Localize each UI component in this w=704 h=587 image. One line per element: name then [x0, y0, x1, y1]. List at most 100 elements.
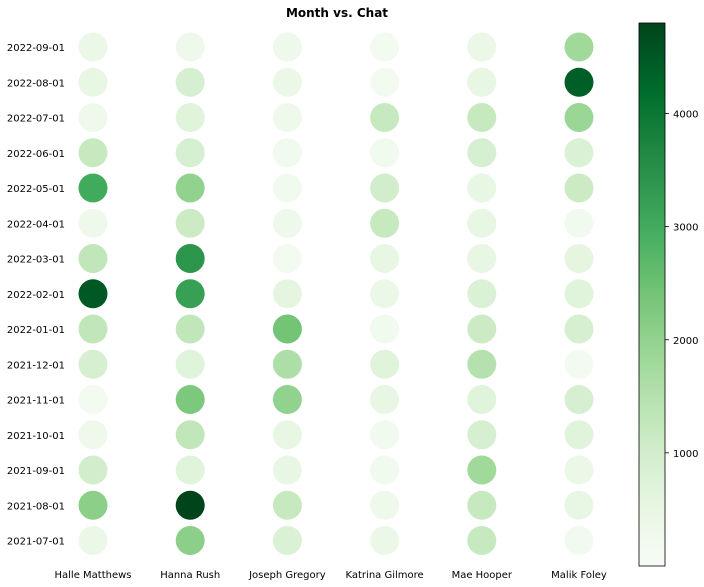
- y-tick-label: 2022-09-01: [7, 43, 65, 54]
- bubble-marker: [272, 385, 302, 414]
- colorbar: 1000 2000 3000 4000: [638, 22, 698, 567]
- bubble-marker: [370, 526, 400, 555]
- bubble-marker: [370, 244, 400, 273]
- y-tick-label: 2021-08-01: [7, 501, 65, 512]
- bubble-marker: [467, 67, 497, 97]
- bubble-marker: [175, 103, 205, 132]
- bubble-marker: [272, 173, 302, 203]
- x-tick-label: Malik Foley: [551, 570, 607, 581]
- bubble-marker: [272, 490, 302, 520]
- bubble-marker: [467, 490, 497, 520]
- bubble-marker: [272, 455, 302, 485]
- bubble-marker: [78, 67, 108, 97]
- y-tick-label: 2022-08-01: [7, 78, 65, 89]
- bubble-marker: [370, 67, 400, 97]
- bubble-marker: [370, 490, 400, 520]
- bubble-marker: [78, 279, 108, 309]
- bubble-marker: [175, 420, 205, 450]
- bubble-marker: [175, 208, 205, 238]
- bubble-marker: [467, 173, 497, 203]
- x-tick-label: Halle Matthews: [54, 570, 131, 581]
- x-tick-label: Joseph Gregory: [248, 570, 326, 581]
- bubble-marker: [564, 279, 594, 309]
- bubble-marker: [467, 349, 497, 379]
- bubble-marker: [272, 349, 302, 379]
- bubble-marker: [272, 103, 302, 132]
- bubble-marker: [175, 244, 205, 273]
- bubble-marker: [370, 208, 400, 238]
- chart-title: Month vs. Chat: [286, 6, 388, 20]
- bubble-marker: [370, 385, 400, 414]
- y-tick-label: 2022-03-01: [7, 255, 65, 266]
- bubble-marker: [272, 208, 302, 238]
- bubble-marker: [78, 103, 108, 132]
- bubble-marker: [564, 244, 594, 273]
- bubble-marker: [467, 244, 497, 273]
- bubble-marker: [564, 67, 594, 97]
- bubble-marker: [370, 103, 400, 132]
- bubble-marker: [175, 349, 205, 379]
- colorbar-tick-label: 1000: [673, 449, 698, 460]
- colorbar-tick-label: 4000: [673, 110, 698, 121]
- bubble-marker: [272, 67, 302, 97]
- bubble-marker: [272, 138, 302, 168]
- bubble-marker: [272, 279, 302, 309]
- bubble-marker: [78, 208, 108, 238]
- bubble-marker: [78, 173, 108, 203]
- bubble-marker: [175, 385, 205, 414]
- bubble-marker: [78, 32, 108, 62]
- colorbar-gradient: [638, 22, 666, 567]
- bubble-marker: [467, 455, 497, 485]
- bubble-marker: [175, 67, 205, 97]
- bubble-marker: [564, 385, 594, 414]
- bubble-marker: [467, 138, 497, 168]
- bubble-marker: [175, 314, 205, 344]
- y-tick-label: 2021-07-01: [7, 537, 65, 548]
- bubble-marker: [272, 526, 302, 555]
- y-tick-label: 2022-02-01: [7, 290, 65, 301]
- bubble-marker: [175, 455, 205, 485]
- x-tick-labels: Halle Matthews Hanna Rush Joseph Gregory Ka…: [54, 570, 606, 581]
- y-tick-label: 2021-10-01: [7, 431, 65, 442]
- bubble-marker: [467, 420, 497, 450]
- bubble-marker: [467, 279, 497, 309]
- bubble-marker: [370, 349, 400, 379]
- bubble-marker: [272, 420, 302, 450]
- bubble-marker: [564, 32, 594, 62]
- colorbar-ticks: 1000 2000 3000 4000: [665, 110, 698, 460]
- bubble-marker: [564, 208, 594, 238]
- colorbar-tick-label: 3000: [673, 223, 698, 234]
- bubble-marker: [467, 314, 497, 344]
- bubble-marker: [78, 455, 108, 485]
- colorbar-tick-label: 2000: [673, 336, 698, 347]
- y-tick-label: 2022-07-01: [7, 114, 65, 125]
- bubble-marker: [370, 173, 400, 203]
- bubble-markers: [78, 32, 594, 555]
- bubble-marker: [175, 32, 205, 62]
- bubble-marker: [564, 420, 594, 450]
- bubble-marker: [370, 138, 400, 168]
- bubble-marker: [78, 314, 108, 344]
- bubble-marker: [78, 385, 108, 414]
- y-tick-label: 2022-05-01: [7, 184, 65, 195]
- bubble-marker: [175, 173, 205, 203]
- y-tick-label: 2022-01-01: [7, 325, 65, 336]
- bubble-marker: [564, 455, 594, 485]
- bubble-marker: [370, 314, 400, 344]
- bubble-marker: [370, 420, 400, 450]
- bubble-marker: [370, 279, 400, 309]
- bubble-marker: [467, 385, 497, 414]
- bubble-marker: [467, 103, 497, 132]
- bubble-marker: [564, 103, 594, 132]
- bubble-marker: [175, 279, 205, 309]
- bubble-marker: [564, 526, 594, 555]
- bubble-marker: [78, 526, 108, 555]
- x-tick-label: Hanna Rush: [160, 570, 220, 581]
- bubble-marker: [564, 138, 594, 168]
- bubble-marker: [370, 32, 400, 62]
- y-tick-label: 2021-12-01: [7, 360, 65, 371]
- y-tick-label: 2021-09-01: [7, 466, 65, 477]
- x-tick-label: Katrina Gilmore: [346, 570, 424, 581]
- y-tick-labels: 2022-09-01 2022-08-01 2022-07-01 2022-06-01…: [7, 43, 65, 548]
